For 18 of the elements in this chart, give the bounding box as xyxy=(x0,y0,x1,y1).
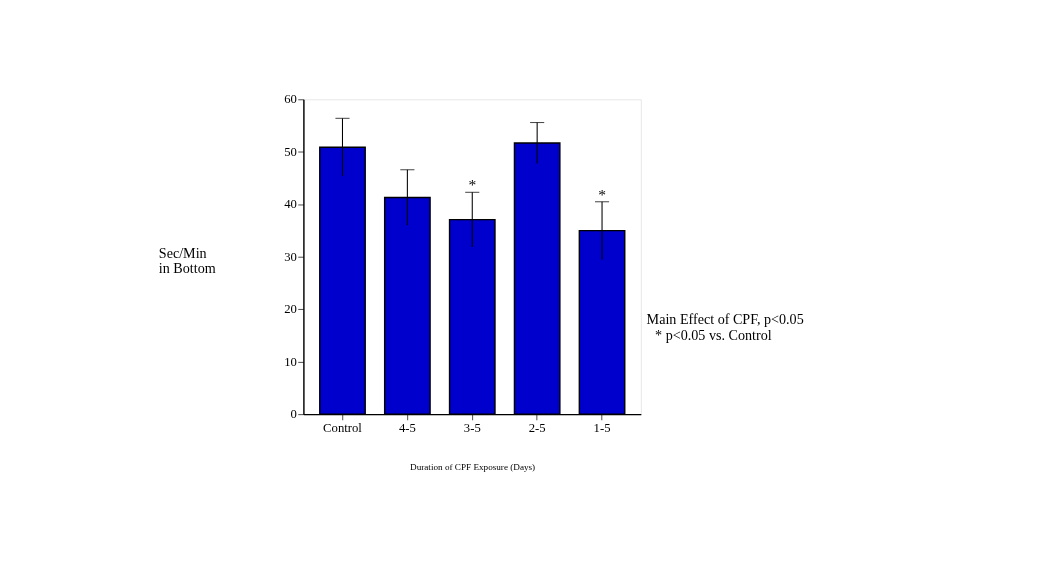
y-tick-label: 30 xyxy=(284,249,297,264)
annotation: * xyxy=(598,185,607,203)
y-axis-title: Sec/Min in Bottom xyxy=(158,244,216,277)
y-tick-label: 0 xyxy=(290,407,297,422)
x-tick-label: Control xyxy=(323,420,363,435)
y-tick-label: 60 xyxy=(284,92,297,107)
x-tick-label: 1-5 xyxy=(593,420,611,435)
annotation: * xyxy=(468,176,477,194)
text: * p<0.05 vs. Control xyxy=(655,326,772,343)
y-tick-label: 20 xyxy=(284,302,297,317)
x-tick-label: 3-5 xyxy=(463,420,481,435)
y-tick-label: 40 xyxy=(284,197,297,212)
y-tick-label: 10 xyxy=(284,354,297,369)
x-axis-title: Duration of CPF Exposure (Days) xyxy=(410,461,536,472)
text: Main Effect of CPF, p<0.05 xyxy=(646,311,804,328)
x-tick-label: 2-5 xyxy=(528,420,546,435)
x-tick-label: 4-5 xyxy=(398,420,416,435)
y-tick-label: 50 xyxy=(284,144,297,159)
